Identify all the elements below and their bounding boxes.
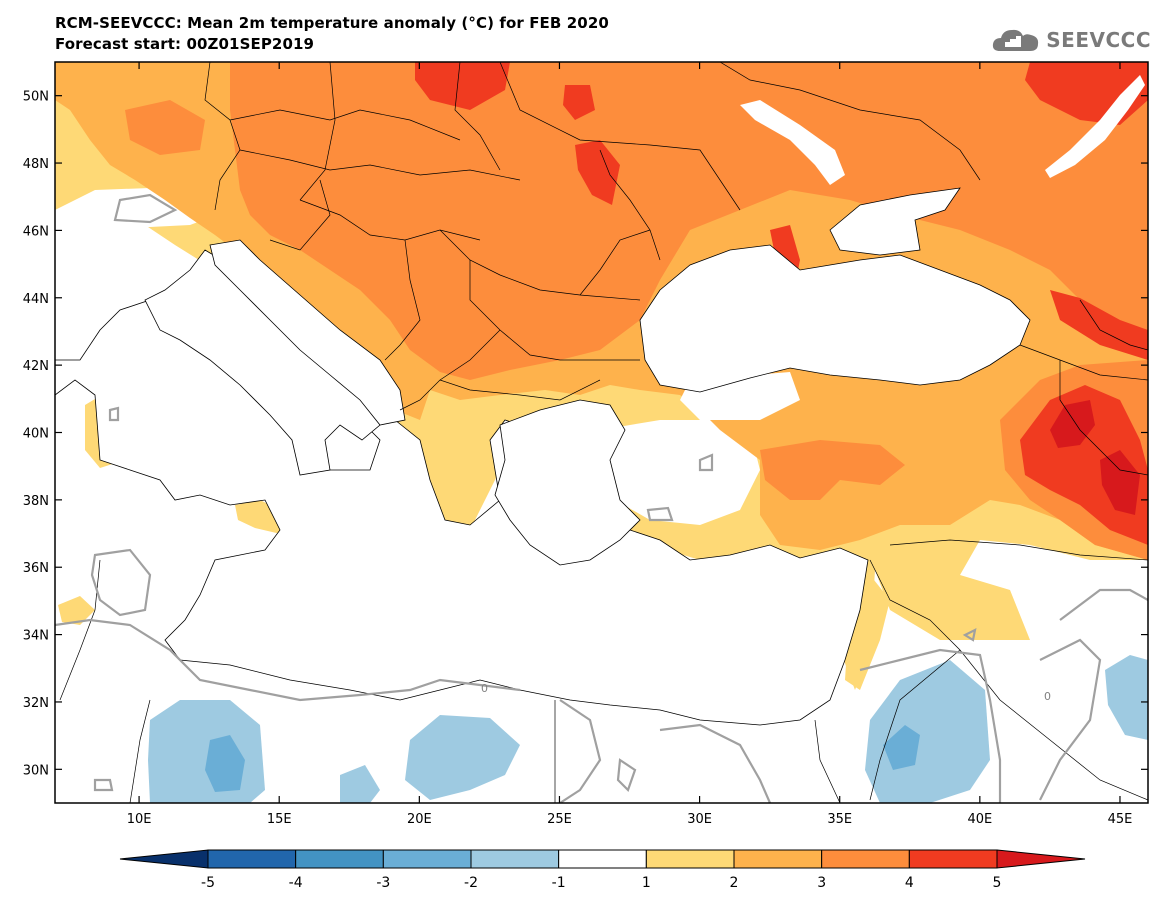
colorbar-label-9: 5	[993, 875, 1002, 891]
anomaly-zone-3to4-turkey	[760, 440, 905, 500]
map-field: 0 0	[55, 62, 1148, 803]
colorbar-label-5: 1	[642, 875, 651, 891]
black-sea	[639, 244, 1031, 393]
colorbar: -5 -4 -3 -2 -1 1 2 3 4 5	[119, 849, 1086, 891]
lon-tick-label-4: 30E	[687, 812, 712, 827]
colorbar-segment-4	[470, 849, 560, 869]
anomaly-zone-3to4-west	[125, 100, 205, 155]
lat-tick-label-8: 34N	[23, 629, 49, 644]
anomaly-zone-neg2to3-arabia	[883, 725, 920, 770]
anomaly-zone-1to2-tunisia	[58, 596, 95, 625]
country-borders	[59, 62, 1148, 803]
forecast-start-label: Forecast start: 00Z01SEP2019	[55, 35, 315, 53]
anomaly-zone-4to5-poland	[415, 62, 510, 110]
anomaly-zone-4to5-ural	[563, 85, 595, 120]
colorbar-segment-3	[382, 849, 472, 869]
lon-tick-label-5: 35E	[827, 812, 852, 827]
lat-tick-label-10: 30N	[23, 763, 49, 778]
volga-streak	[1045, 75, 1145, 178]
lat-tick-label-2: 46N	[23, 224, 49, 239]
anomaly-zone-neg2to3-libya	[205, 735, 245, 792]
lon-tick-label-2: 20E	[407, 812, 432, 827]
contour-label-0: 0	[481, 682, 488, 695]
lon-tick-label-1: 15E	[267, 812, 292, 827]
cloud-logo-icon	[993, 29, 1039, 51]
colorbar-label-4: -1	[552, 875, 566, 891]
colorbar-segment-1	[207, 849, 297, 869]
anomaly-zone-3to4	[230, 62, 1148, 380]
lat-tick-label-4: 42N	[23, 359, 49, 374]
seevccc-logo: SEEVCCC	[990, 24, 1151, 56]
colorbar-label-6: 2	[730, 875, 739, 891]
neutral-zone-anatolia	[600, 420, 760, 525]
axis-ticks	[55, 62, 1148, 803]
aegean-sea	[494, 399, 641, 566]
anomaly-zone-5plus-armenia	[1050, 400, 1095, 448]
colorbar-label-3: -2	[464, 875, 478, 891]
colorbar-segment-7	[733, 849, 823, 869]
lon-tick-label-3: 25E	[547, 812, 572, 827]
colorbar-segment-2	[295, 849, 384, 869]
axis-tick-labels: 50N 48N 46N 44N 42N 40N 38N 36N 34N 32N 30N 10E 15E 2…	[23, 90, 1133, 827]
lat-tick-label-7: 36N	[23, 561, 49, 576]
lat-tick-label-3: 44N	[23, 292, 49, 307]
anomaly-zone-neg1to2-egypt	[405, 715, 520, 800]
colorbar-label-0: -5	[201, 875, 215, 891]
adriatic-sea	[209, 239, 406, 426]
contour-label-0-b: 0	[1044, 690, 1051, 703]
sea-of-azov	[829, 187, 961, 256]
lat-tick-label-5: 40N	[23, 427, 49, 442]
anomaly-zone-4to5-moldova	[575, 140, 620, 205]
colorbar-segment-6	[645, 849, 735, 869]
colorbar-segment-8	[821, 849, 910, 869]
dnieper-streak	[740, 100, 845, 185]
lon-tick-label-0: 10E	[127, 812, 152, 827]
lat-tick-label-1: 48N	[23, 157, 49, 172]
anomaly-zone-5plus-east	[1100, 450, 1140, 515]
colorbar-segment-5	[558, 849, 647, 869]
colorbar-label-7: 3	[817, 875, 826, 891]
logo-text: SEEVCCC	[1046, 28, 1151, 52]
lon-tick-label-6: 40E	[967, 812, 992, 827]
colorbar-label-2: -3	[376, 875, 390, 891]
lat-tick-label-9: 32N	[23, 696, 49, 711]
zero-contours	[55, 193, 1148, 803]
anomaly-zone-neg1to2-egypt-b	[340, 765, 380, 803]
anomaly-zone-neg1to2-libya	[148, 700, 265, 803]
lat-tick-label-0: 50N	[23, 90, 49, 105]
colorbar-high-arrow	[996, 849, 1086, 869]
colorbar-segment-9	[908, 849, 998, 869]
anomaly-zone-4to5-caucasus	[1050, 290, 1148, 360]
map-title: RCM-SEEVCCC: Mean 2m temperature anomaly…	[55, 14, 609, 32]
colorbar-low-arrow	[119, 849, 209, 869]
lat-tick-label-6: 38N	[23, 494, 49, 509]
colorbar-label-1: -4	[289, 875, 303, 891]
anomaly-zone-neg1to2-iraq	[1105, 655, 1148, 740]
colorbar-label-8: 4	[905, 875, 914, 891]
lon-tick-label-7: 45E	[1108, 812, 1133, 827]
